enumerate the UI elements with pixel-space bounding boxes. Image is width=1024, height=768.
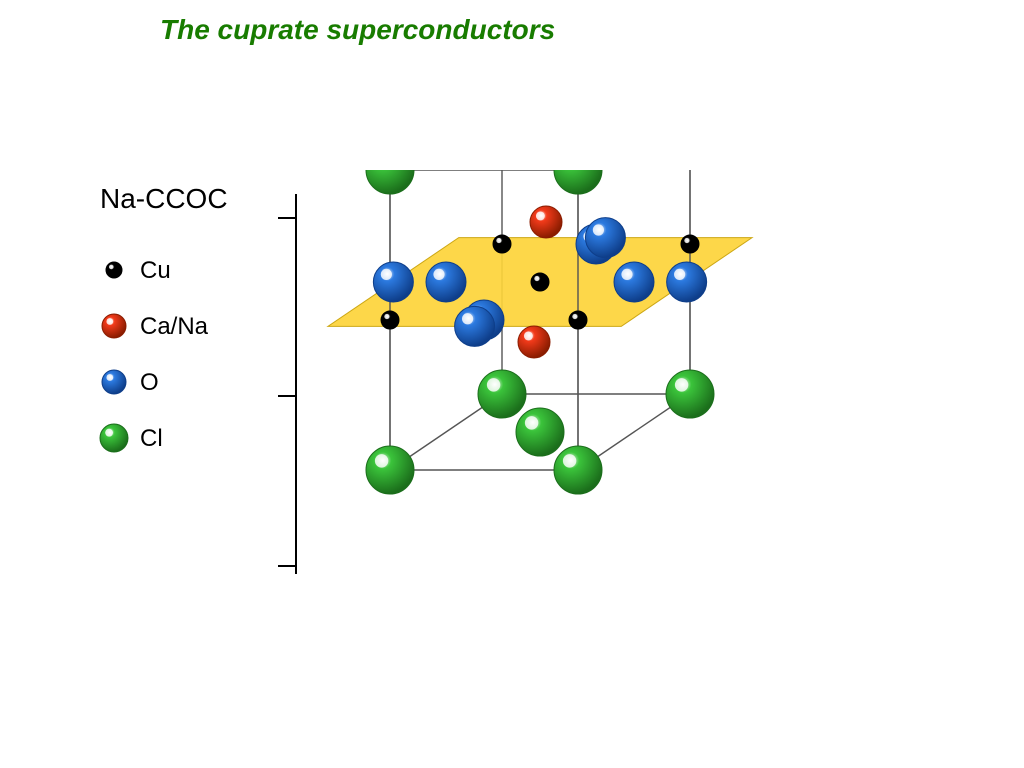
cu-atom: [531, 273, 549, 291]
page-title: The cuprate superconductors: [160, 14, 555, 46]
o-atom: [455, 306, 495, 346]
legend-ca/na-atom: [102, 314, 126, 338]
o-atom: [614, 262, 654, 302]
compound-label: Na-CCOC: [100, 183, 228, 214]
legend-label-cl: Cl: [140, 425, 163, 452]
legend-label-ca/na: Ca/Na: [140, 313, 209, 340]
legend-cl-atom: [100, 424, 128, 452]
cl-atom: [554, 446, 602, 494]
cl-atom: [366, 170, 414, 194]
ca-na-atom: [518, 326, 550, 358]
cl-atom: [516, 408, 564, 456]
legend-cu-atom: [106, 262, 122, 278]
cu-atom: [381, 311, 399, 329]
ca-na-atom: [530, 206, 562, 238]
cl-atom: [478, 370, 526, 418]
cu-atom: [493, 235, 511, 253]
o-atom: [667, 262, 707, 302]
legend-o-atom: [102, 370, 126, 394]
cl-atom: [366, 446, 414, 494]
o-atom: [426, 262, 466, 302]
o-atom: [373, 262, 413, 302]
cu-atom: [681, 235, 699, 253]
o-atom: [585, 218, 625, 258]
diagram: Na-CCOC Cu Ca/Na O Cl: [90, 170, 810, 590]
cu-atom: [569, 311, 587, 329]
legend-label-cu: Cu: [140, 257, 171, 284]
cl-atom: [666, 370, 714, 418]
cl-atom: [554, 170, 602, 194]
diagram-svg: Na-CCOC Cu Ca/Na O Cl: [90, 170, 810, 590]
legend-label-o: O: [140, 369, 159, 396]
